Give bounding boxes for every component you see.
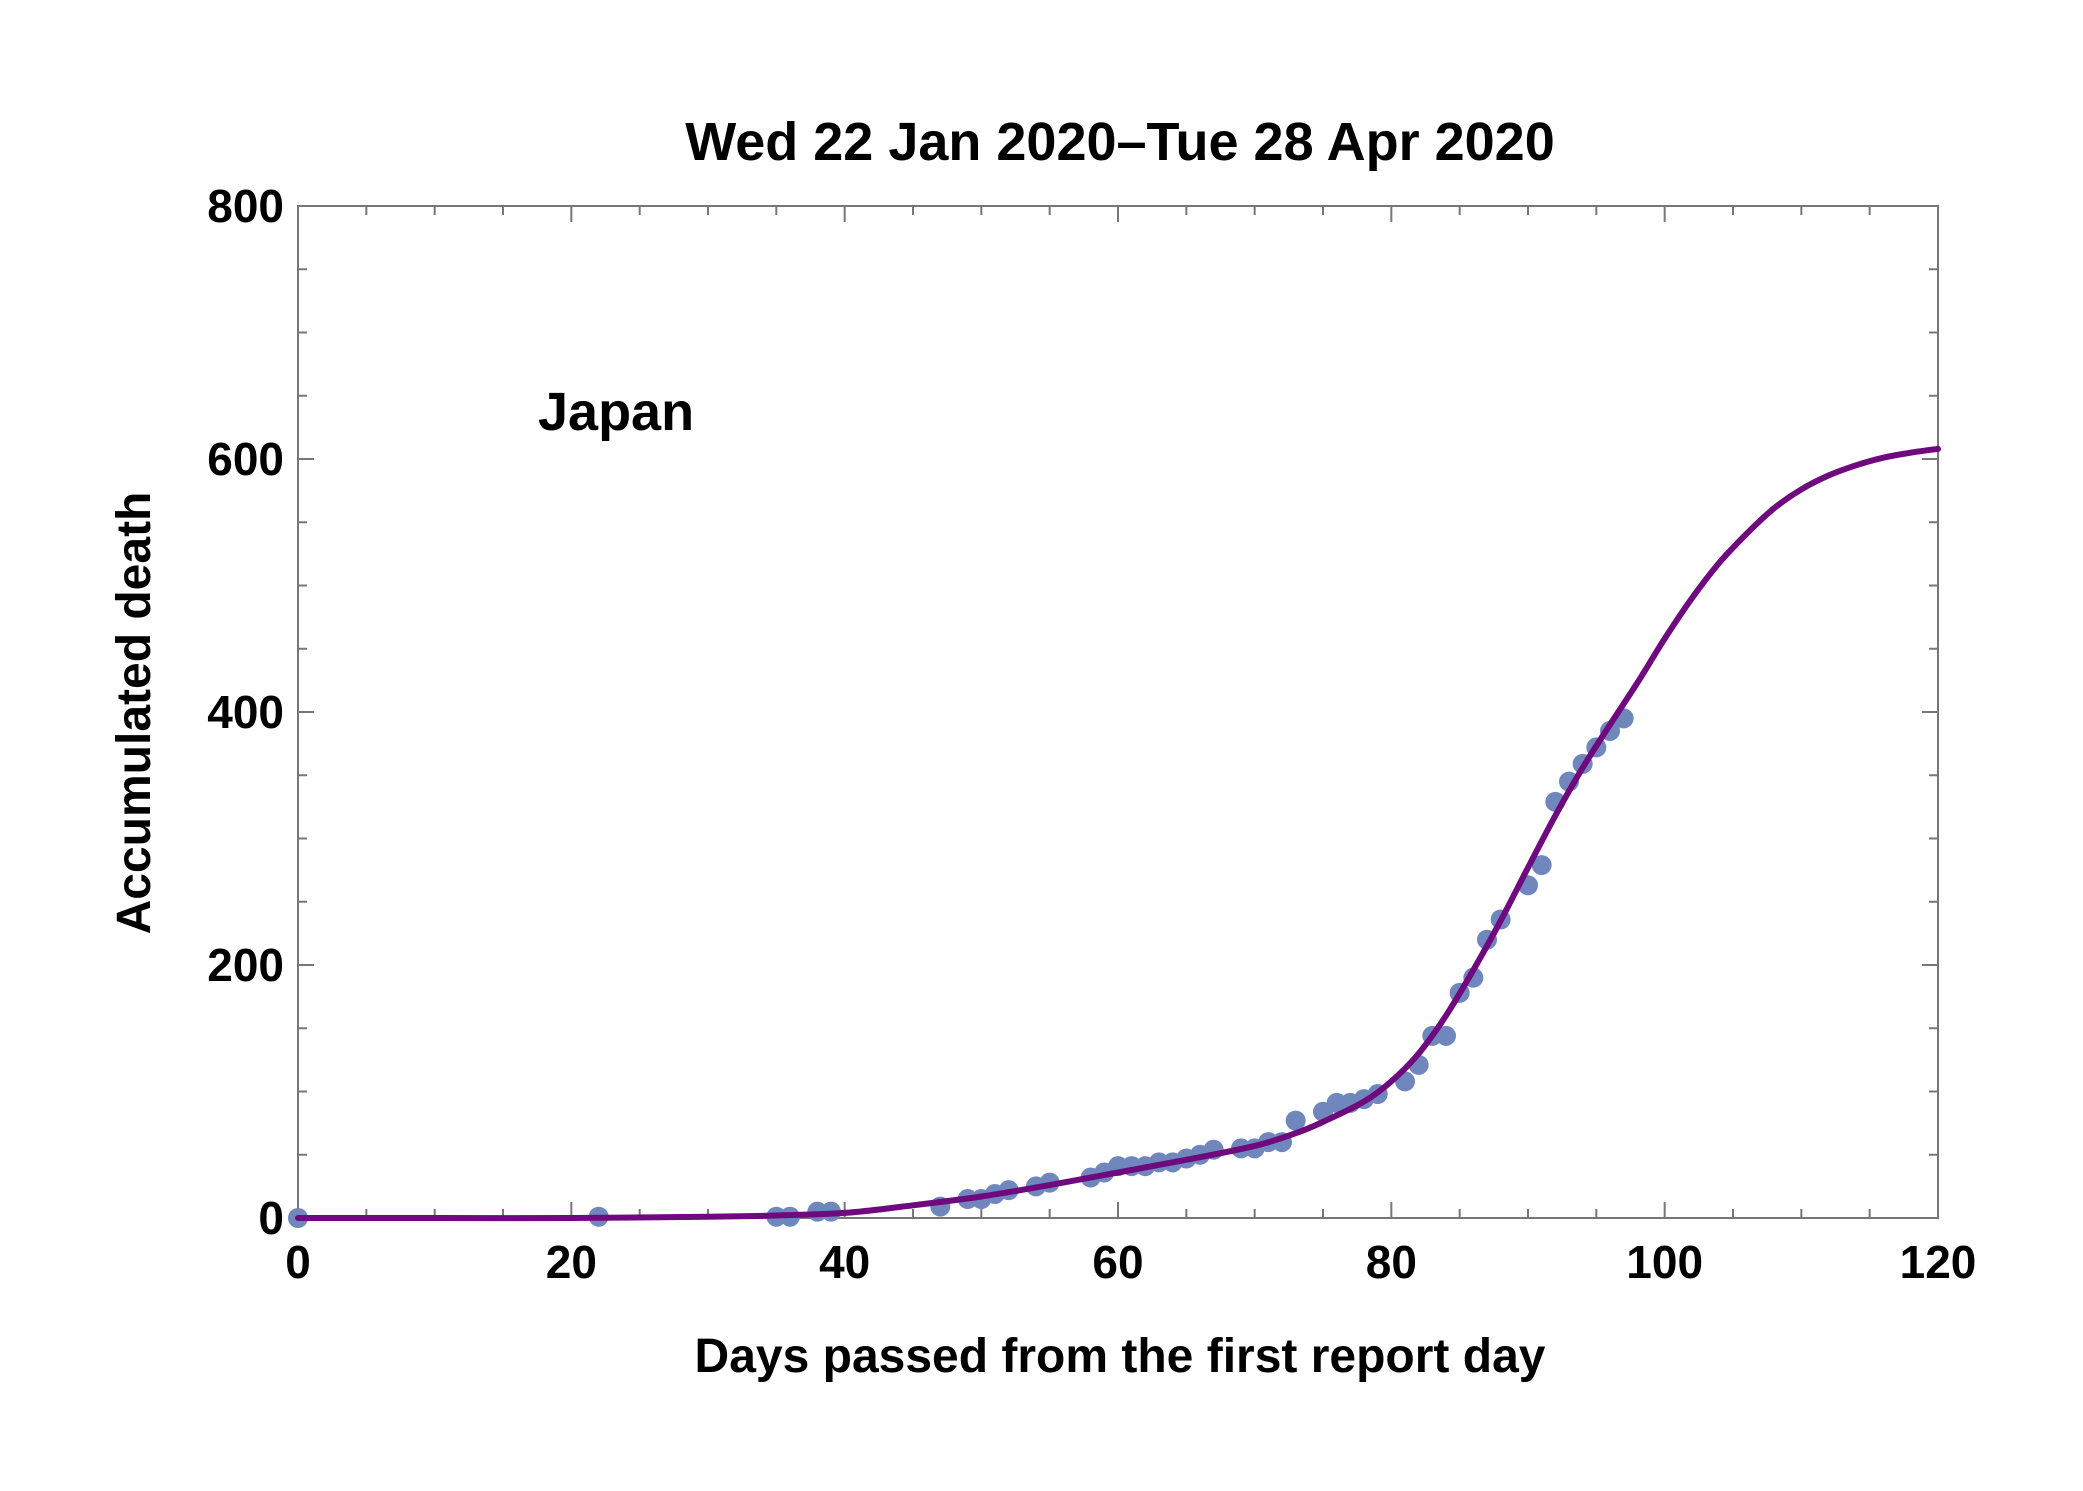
chart-title: Wed 22 Jan 2020–Tue 28 Apr 2020 — [685, 112, 1554, 172]
x-tick-label: 0 — [285, 1236, 311, 1288]
x-axis-label: Days passed from the first report day — [695, 1330, 1546, 1383]
x-tick-label: 40 — [819, 1236, 870, 1288]
data-point — [1285, 1110, 1306, 1131]
country-annotation: Japan — [538, 382, 694, 442]
fit-curve — [295, 445, 1941, 1222]
x-tick-label: 120 — [1900, 1236, 1977, 1288]
y-tick-label: 200 — [207, 939, 284, 991]
x-tick-label: 60 — [1092, 1236, 1143, 1288]
data-point — [1326, 1092, 1347, 1113]
data-point — [1531, 855, 1552, 876]
y-tick-label: 0 — [258, 1192, 284, 1244]
plot-frame — [297, 205, 1939, 1219]
y-tick-label: 400 — [207, 686, 284, 738]
plot-area: 0 20 40 60 80 100 120 0 200 400 600 800 — [207, 180, 1976, 1288]
x-tick-label: 80 — [1366, 1236, 1417, 1288]
y-tick-label: 600 — [207, 433, 284, 485]
y-tick-label: 800 — [207, 180, 284, 232]
y-axis-label: Accumulated death — [108, 492, 161, 935]
x-tick-label: 100 — [1626, 1236, 1703, 1288]
x-tick-label: 20 — [546, 1236, 597, 1288]
data-point — [1436, 1025, 1456, 1046]
